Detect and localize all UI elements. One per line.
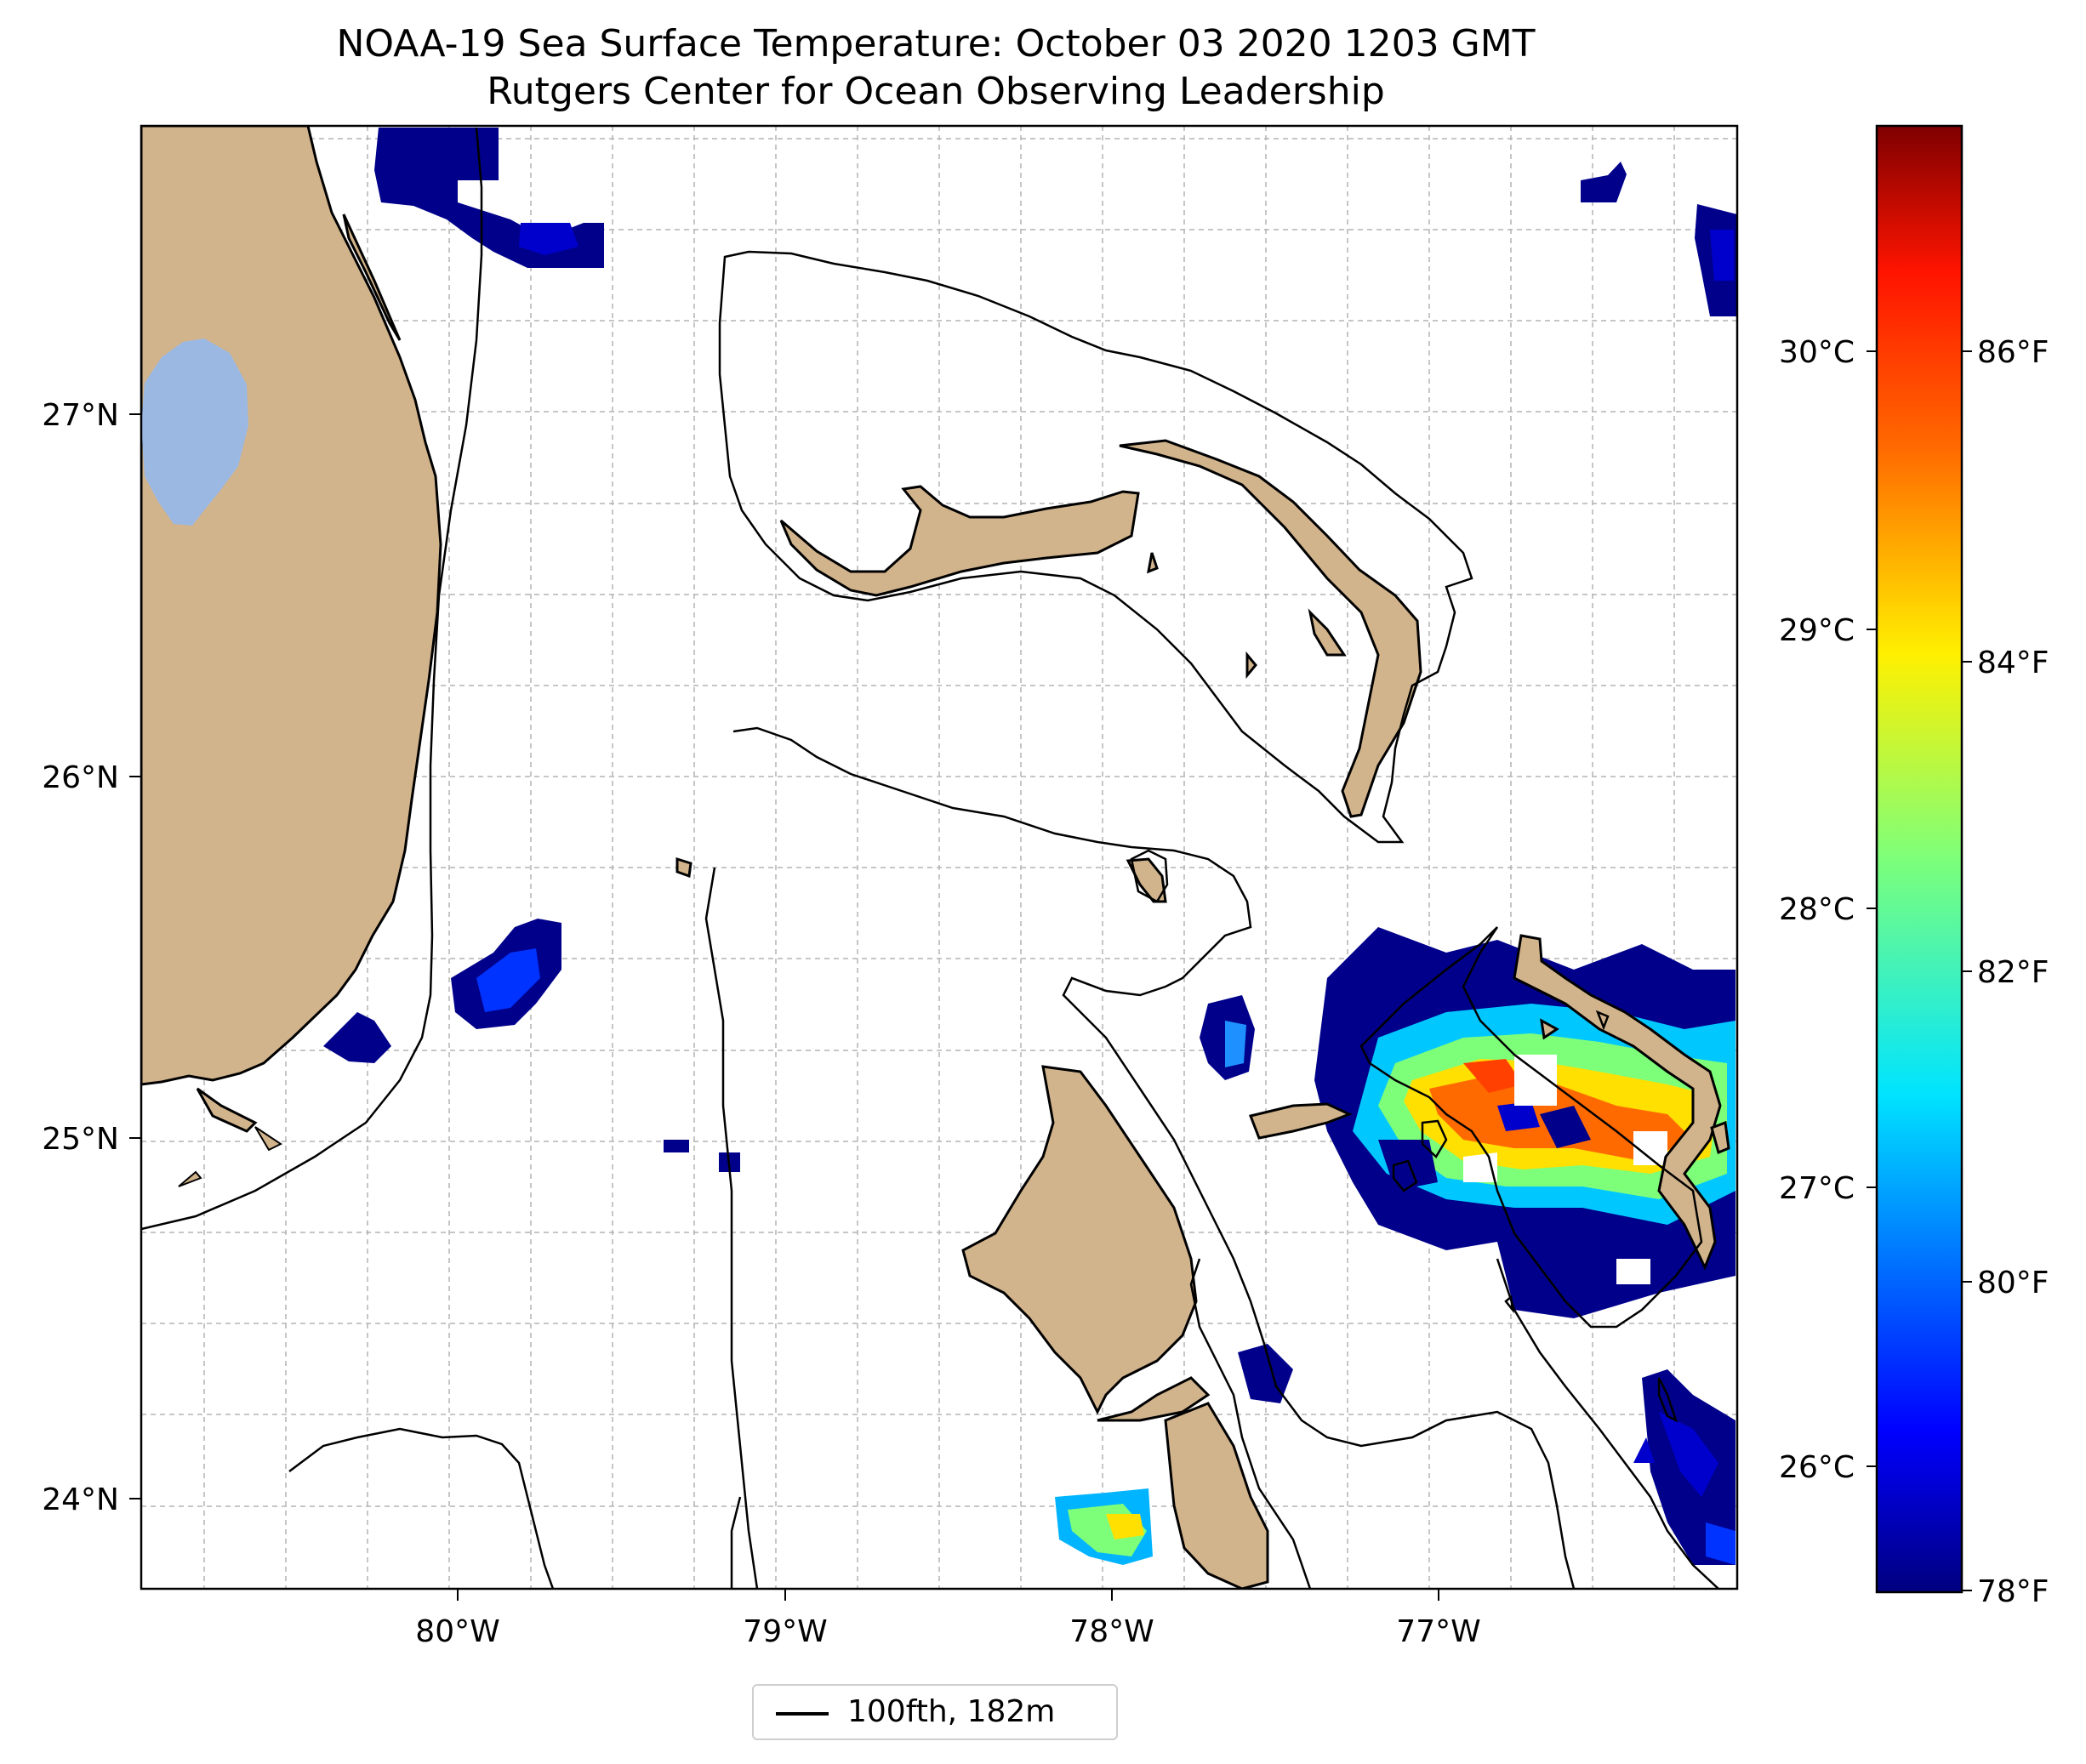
- sst-patches: [323, 128, 1737, 1565]
- eleuthera: [1513, 934, 1722, 1271]
- isobath-gb-bank: [718, 250, 1473, 844]
- cbar-tick-27c: 27°C: [1779, 1171, 1855, 1206]
- lon-tick-79w: 79°W: [743, 1614, 827, 1649]
- sst-patch-south-andros: [1238, 1344, 1293, 1403]
- legend-label: 100fth, 182m: [847, 1694, 1056, 1729]
- lon-tick-labels: 80°W 79°W 78°W 77°W: [415, 1614, 1480, 1649]
- lon-tick-77w: 77°W: [1396, 1614, 1480, 1649]
- cbar-tick-28c: 28°C: [1779, 892, 1855, 927]
- lon-tick-78w: 78°W: [1069, 1614, 1154, 1649]
- new-providence: [1248, 1102, 1353, 1140]
- cbar-tick-30c: 30°C: [1779, 335, 1855, 370]
- cbar-tick-78f: 78°F: [1977, 1574, 2049, 1609]
- legend-line-swatch: [776, 1712, 829, 1716]
- andros: [961, 1065, 1198, 1415]
- lon-tick-80w: 80°W: [415, 1614, 499, 1649]
- abaco: [1119, 439, 1422, 818]
- plot-frame: [140, 124, 1739, 1590]
- axis-ticks: [129, 413, 1439, 1601]
- grand-bahama: [779, 485, 1140, 597]
- legend: 100fth, 182m: [752, 1684, 1118, 1740]
- sst-patch-ne: [1581, 162, 1627, 202]
- colorbar-gradient: [1875, 124, 1963, 1594]
- lat-tick-27n: 27°N: [42, 398, 119, 433]
- isobath-exumas-sound: [1359, 926, 1703, 1329]
- sst-patch-north: [374, 128, 604, 268]
- lake-okeechobee: [141, 339, 248, 526]
- isobath-100fth: [141, 127, 1719, 1589]
- sst-patch-keys: [323, 1012, 391, 1063]
- cbar-tick-26c: 26°C: [1779, 1450, 1855, 1485]
- lat-tick-24n: 24°N: [42, 1482, 119, 1517]
- south-andros: [1164, 1402, 1269, 1589]
- isobath-andros-bank: [732, 726, 1576, 1589]
- cbar-tick-80f: 80°F: [1977, 1266, 2049, 1300]
- lat-tick-26n: 26°N: [42, 760, 119, 795]
- bahamas-islands: [675, 439, 1730, 1589]
- map-title: NOAA-19 Sea Surface Temperature: October…: [136, 20, 1735, 116]
- florida-peninsula: [141, 126, 442, 1187]
- title-line-1: NOAA-19 Sea Surface Temperature: October…: [336, 22, 1536, 65]
- lat-tick-labels: 27°N 26°N 25°N 24°N: [42, 398, 119, 1517]
- cbar-tick-86f: 86°F: [1977, 335, 2049, 370]
- title-line-2: Rutgers Center for Ocean Observing Leade…: [487, 70, 1385, 113]
- cbar-tick-29c: 29°C: [1779, 613, 1855, 648]
- lat-tick-25n: 25°N: [42, 1122, 119, 1157]
- cbar-tick-82f: 82°F: [1977, 955, 2049, 990]
- colorbar: 30°C 29°C 28°C 27°C 26°C 86°F 84°F 82°F …: [1779, 124, 2049, 1609]
- cbar-tick-84f: 84°F: [1977, 646, 2049, 680]
